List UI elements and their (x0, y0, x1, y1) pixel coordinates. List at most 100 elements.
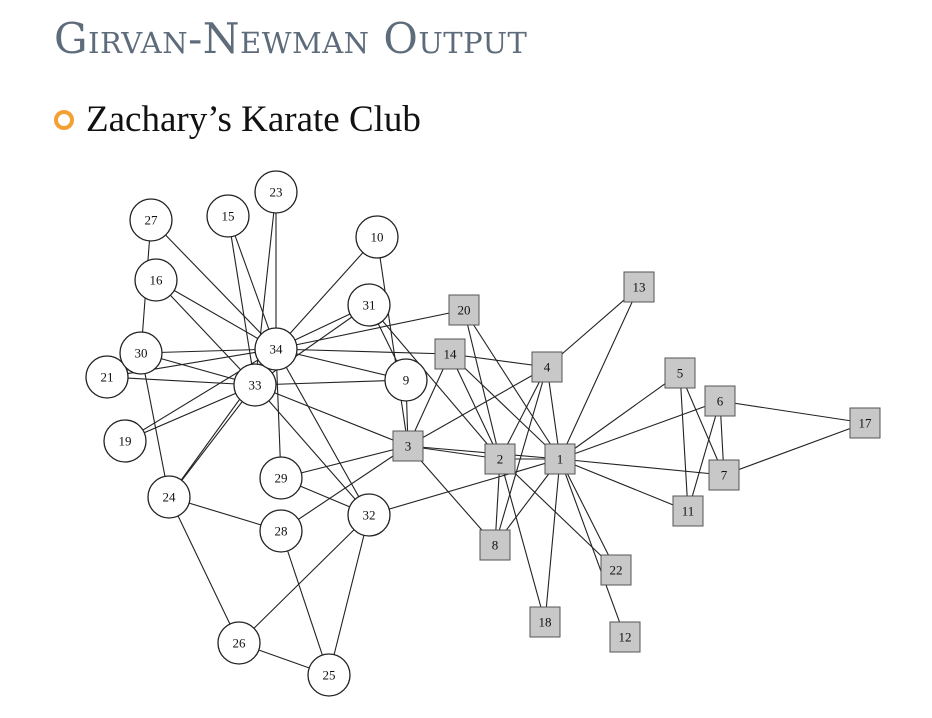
node-20: 20 (448, 294, 480, 326)
node-label-11: 11 (682, 504, 695, 519)
node-2: 2 (484, 443, 516, 475)
edge-1-3 (407, 445, 561, 460)
node-label-1: 1 (557, 452, 564, 467)
node-circle-27 (129, 198, 173, 242)
node-16: 16 (134, 258, 178, 302)
edge-16-34 (155, 279, 277, 350)
edge-31-33 (254, 304, 370, 386)
node-circle-33 (233, 363, 277, 407)
edge-30-34 (140, 348, 277, 354)
node-circle-25 (307, 653, 351, 697)
edge-3-33 (254, 384, 409, 447)
node-29: 29 (259, 456, 303, 500)
node-circle-31 (347, 283, 391, 327)
node-square-3 (392, 430, 424, 462)
node-label-16: 16 (150, 273, 164, 288)
edge-7-17 (723, 422, 866, 476)
edge-1-22 (559, 458, 617, 571)
edge-9-33 (254, 379, 407, 386)
node-label-29: 29 (275, 471, 288, 486)
node-circle-34 (254, 327, 298, 371)
node-square-14 (434, 338, 466, 370)
node-21: 21 (85, 355, 129, 399)
node-circle-30 (119, 331, 163, 375)
node-circle-19 (103, 419, 147, 463)
edge-19-33 (124, 384, 256, 442)
node-label-33: 33 (249, 378, 262, 393)
node-square-4 (531, 351, 563, 383)
node-33: 33 (233, 363, 277, 407)
edge-3-28 (280, 445, 409, 532)
edge-24-30 (140, 352, 170, 498)
edge-3-8 (407, 445, 496, 546)
node-19: 19 (103, 419, 147, 463)
node-22: 22 (600, 554, 632, 586)
edge-1-6 (559, 400, 721, 460)
edge-15-33 (227, 215, 256, 386)
node-circle-29 (259, 456, 303, 500)
node-square-12 (609, 621, 641, 653)
node-label-26: 26 (233, 636, 247, 651)
edge-25-28 (280, 530, 330, 676)
node-square-7 (708, 459, 740, 491)
node-14: 14 (434, 338, 466, 370)
node-square-13 (623, 271, 655, 303)
edge-2-14 (449, 353, 501, 460)
node-17: 17 (849, 407, 881, 439)
edge-15-34 (227, 215, 277, 350)
edge-1-20 (463, 309, 561, 460)
node-label-27: 27 (145, 213, 159, 228)
node-32: 32 (347, 493, 391, 537)
bullet-text: Zachary’s Karate Club (86, 99, 421, 140)
node-5: 5 (664, 357, 696, 389)
node-label-18: 18 (539, 615, 552, 630)
node-15: 15 (206, 194, 250, 238)
edge-5-7 (679, 372, 725, 476)
node-label-32: 32 (363, 508, 376, 523)
node-circle-32 (347, 493, 391, 537)
edge-16-33 (155, 279, 256, 386)
node-label-14: 14 (444, 347, 458, 362)
edge-21-33 (106, 376, 256, 386)
node-circle-10 (355, 215, 399, 259)
node-13: 13 (623, 271, 655, 303)
node-27: 27 (129, 198, 173, 242)
node-label-30: 30 (135, 346, 148, 361)
node-square-2 (484, 443, 516, 475)
edge-9-34 (275, 348, 407, 381)
bullet-ring-icon (54, 109, 74, 130)
node-1: 1 (544, 443, 576, 475)
node-label-17: 17 (859, 416, 873, 431)
node-label-5: 5 (677, 366, 684, 381)
edge-6-11 (687, 400, 721, 512)
node-square-5 (664, 357, 696, 389)
edge-1-32 (368, 458, 561, 516)
node-label-31: 31 (363, 298, 376, 313)
node-square-8 (479, 529, 511, 561)
node-label-22: 22 (610, 563, 623, 578)
node-label-23: 23 (270, 185, 283, 200)
edge-1-7 (559, 458, 725, 476)
edge-24-26 (168, 496, 240, 644)
node-square-20 (448, 294, 480, 326)
node-34: 34 (254, 327, 298, 371)
node-9: 9 (384, 358, 428, 402)
edge-3-10 (376, 236, 409, 447)
node-30: 30 (119, 331, 163, 375)
edge-27-34 (150, 219, 277, 350)
node-label-10: 10 (371, 230, 384, 245)
edge-32-34 (275, 348, 370, 516)
node-23: 23 (254, 170, 298, 214)
edge-20-34 (275, 309, 465, 350)
edge-3-4 (407, 366, 548, 447)
graph-edges (106, 191, 866, 676)
bullet-item: Zachary’s Karate Club (54, 98, 421, 141)
edge-1-18 (544, 458, 561, 623)
node-28: 28 (259, 509, 303, 553)
edge-2-18 (499, 458, 546, 623)
node-label-28: 28 (275, 524, 288, 539)
node-label-7: 7 (721, 468, 728, 483)
edge-2-22 (499, 458, 617, 571)
edge-32-33 (254, 384, 370, 516)
